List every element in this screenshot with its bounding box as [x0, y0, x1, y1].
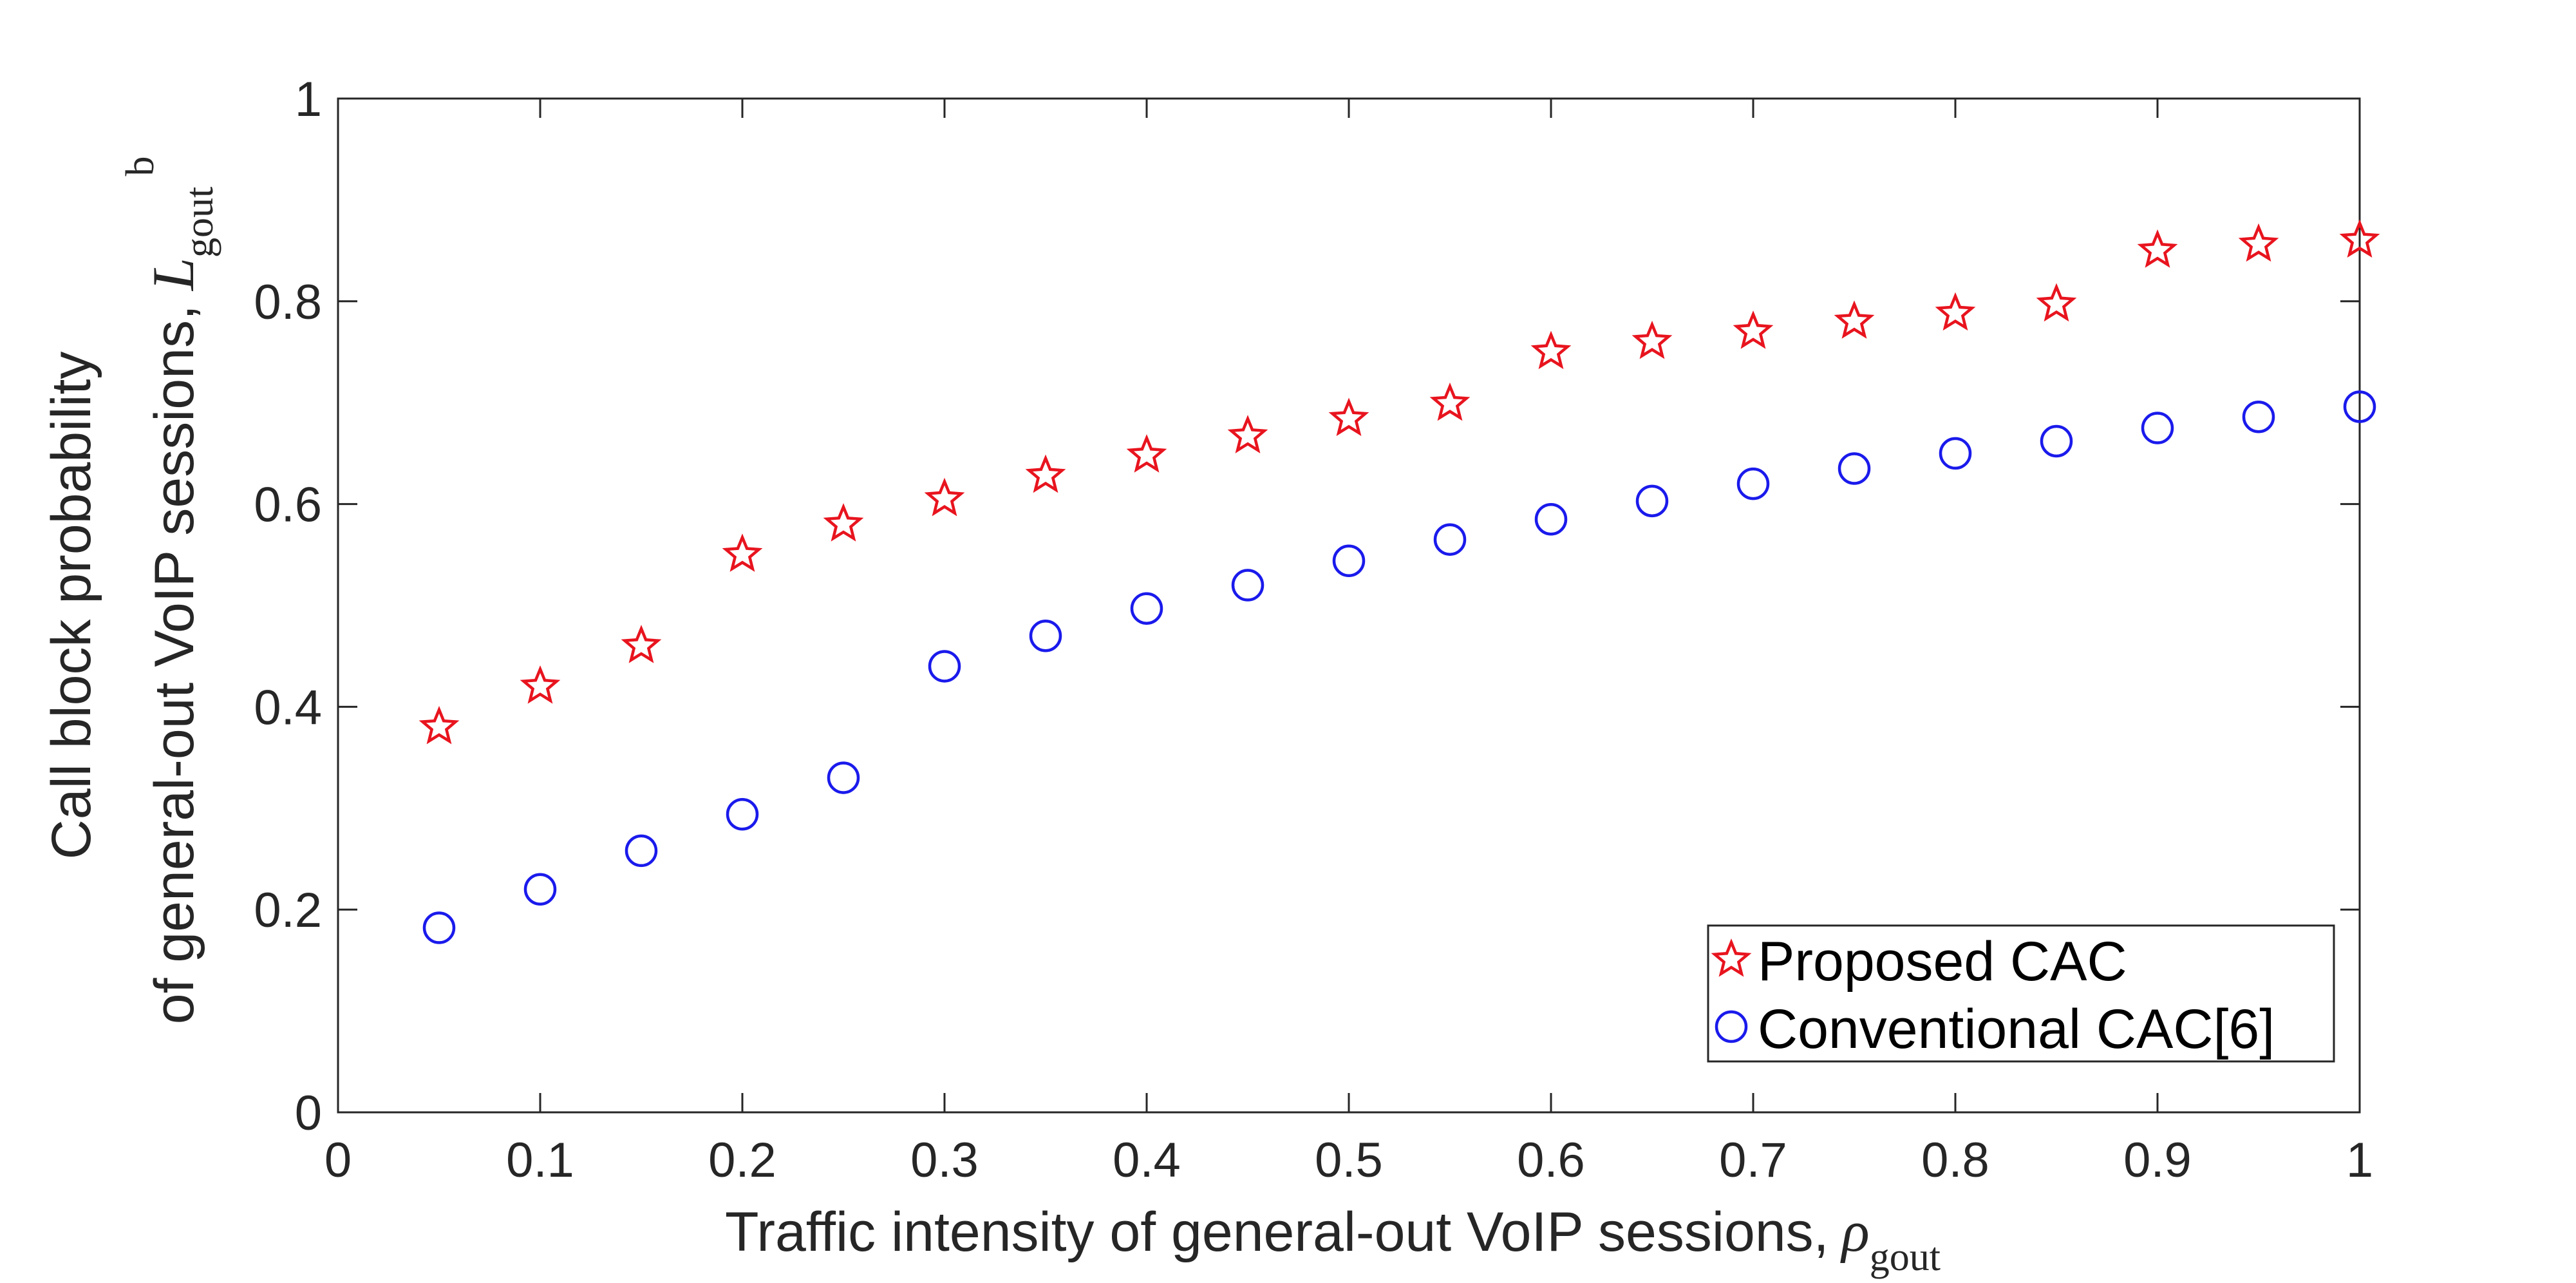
circle-point — [726, 797, 759, 831]
y-tick-labels: 0 0.2 0.4 0.6 0.8 1 — [254, 72, 322, 1141]
y-axis-label-line1: Call block probability — [41, 352, 102, 860]
star-point — [1227, 415, 1268, 453]
x-tick-label: 0.6 — [1517, 1133, 1585, 1188]
star-point — [1834, 300, 1875, 339]
circle-point — [1736, 467, 1770, 500]
circle-point — [827, 761, 860, 794]
star-point — [2137, 229, 2178, 268]
circle-point — [1838, 452, 1871, 485]
circle-point — [2040, 424, 2073, 458]
y-axis-label: Call block probability of general-out Vo… — [41, 157, 221, 1025]
star-point — [1126, 434, 1167, 473]
star-point — [2238, 223, 2279, 262]
legend-label-conventional: Conventional CAC[6] — [1758, 998, 2275, 1060]
circle-point — [523, 873, 557, 906]
y-tick-label: 0 — [295, 1086, 322, 1141]
y-tick-label: 0.4 — [254, 680, 322, 735]
star-point — [823, 503, 864, 542]
circle-point — [625, 834, 658, 868]
star-point — [2036, 283, 2077, 322]
x-tick-label: 0 — [324, 1133, 352, 1188]
y-tick-label: 0.6 — [254, 478, 322, 533]
star-point — [1429, 382, 1471, 421]
axis-ticks — [337, 97, 2361, 1114]
legend-box — [1707, 924, 2335, 1063]
circle-point — [1231, 569, 1264, 602]
circle-point — [1433, 523, 1467, 556]
legend: Proposed CAC Conventional CAC[6] — [1707, 924, 2335, 1063]
series-proposed — [418, 219, 2380, 745]
circle-point — [1029, 619, 1062, 652]
circle-point — [1534, 502, 1568, 536]
x-tick-label: 0.5 — [1315, 1133, 1383, 1188]
y-axis-symbol: L — [140, 258, 206, 292]
circle-point — [2343, 390, 2376, 423]
x-tick-label: 0.9 — [2123, 1133, 2192, 1188]
x-tick-label: 0.2 — [708, 1133, 776, 1188]
x-tick-label: 0.8 — [1921, 1133, 1989, 1188]
legend-circle-marker — [1715, 1010, 1748, 1043]
y-tick-label: 1 — [295, 72, 322, 127]
x-tick-label: 0.3 — [910, 1133, 979, 1188]
y-tick-label: 0.2 — [254, 883, 322, 938]
circle-point — [928, 650, 961, 683]
x-tick-labels: 0 0.1 0.2 0.3 0.4 0.5 0.6 0.7 0.8 0.9 1 — [324, 1133, 2373, 1188]
y-axis-label-line2-text: of general-out VoIP sessions, — [144, 305, 205, 1024]
series-conventional — [422, 390, 2376, 944]
circle-point — [1130, 592, 1163, 625]
circle-point — [1332, 544, 1366, 577]
y-axis-label-line2: of general-out VoIP sessions, Lgout — [140, 187, 221, 1025]
star-point — [520, 665, 561, 704]
star-point — [1025, 454, 1066, 493]
x-tick-label: 1 — [2346, 1133, 2373, 1188]
star-point — [1935, 292, 1976, 331]
circle-point — [422, 911, 456, 944]
x-tick-label: 0.4 — [1113, 1133, 1181, 1188]
y-axis-superscript: b — [118, 157, 162, 176]
x-tick-label: 0.1 — [506, 1133, 574, 1188]
legend-label-proposed: Proposed CAC — [1758, 931, 2127, 993]
star-point — [418, 705, 460, 745]
x-tick-label: 0.7 — [1719, 1133, 1787, 1188]
star-point — [1328, 397, 1369, 437]
star-point — [722, 533, 763, 572]
circle-point — [1939, 437, 1972, 470]
y-tick-label: 0.8 — [254, 275, 322, 330]
data-marks — [418, 219, 2380, 944]
legend-star-marker — [1711, 938, 1752, 977]
star-point — [1631, 320, 1673, 359]
star-point — [924, 477, 965, 517]
x-axis-subscript: gout — [1870, 1235, 1941, 1279]
circle-point — [1635, 484, 1669, 518]
x-axis-label: Traffic intensity of general-out VoIP se… — [725, 1200, 1941, 1279]
x-axis-symbol: ρ — [1840, 1200, 1870, 1264]
star-point — [1530, 330, 1572, 370]
star-point — [621, 625, 662, 663]
star-point — [2339, 219, 2380, 258]
star-point — [1733, 310, 1774, 349]
y-axis-subscript: gout — [178, 187, 221, 258]
circle-point — [2141, 412, 2174, 444]
x-axis-label-text: Traffic intensity of general-out VoIP se… — [725, 1201, 1829, 1263]
circle-point — [2242, 400, 2275, 433]
